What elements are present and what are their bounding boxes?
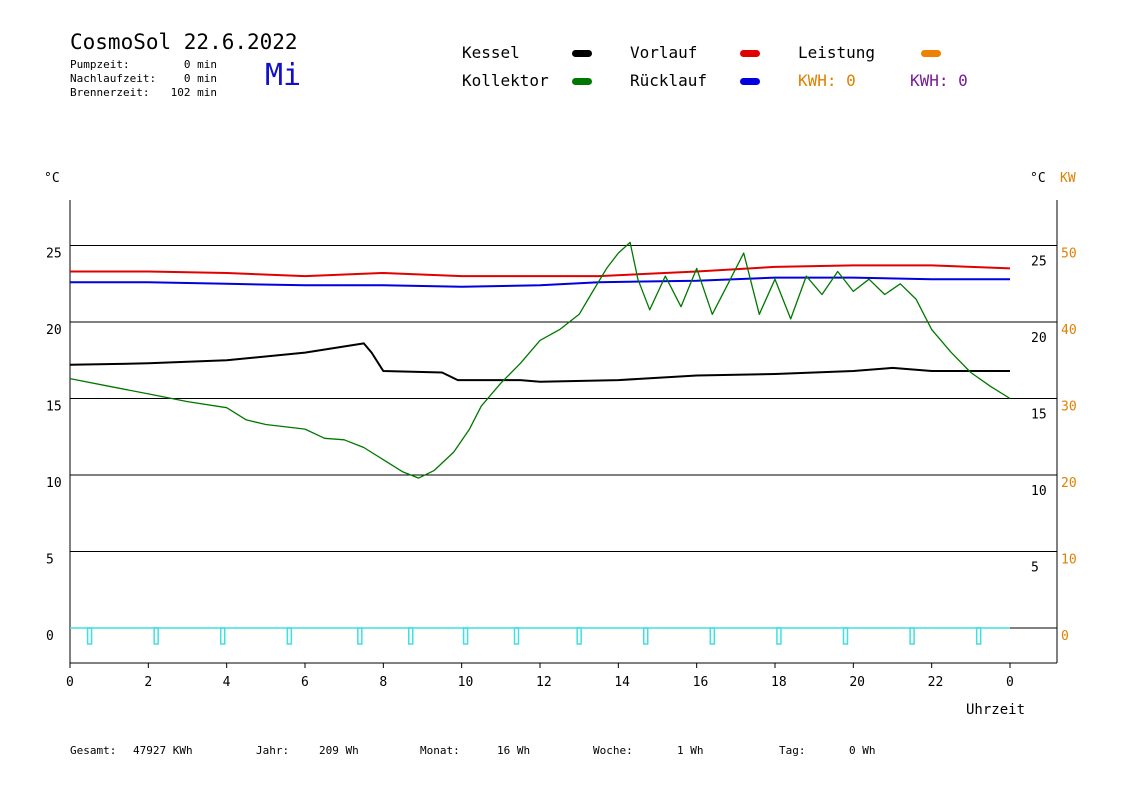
tick-labels: 0 5 10 15 20 25 5 10 15 20 25 0 10 20 30 40 50 0 2 4 6 8 10 12 1… xyxy=(46,247,1077,691)
legend-leistung-label: Leistung xyxy=(798,43,876,62)
y-axis-label-kw: KW xyxy=(1060,171,1076,186)
grid-lines xyxy=(70,245,1057,629)
stat-brennerzeit-value: 102 min xyxy=(170,86,217,99)
legend-kollektor-label: Kollektor xyxy=(462,71,549,90)
y-axis-label-right: °C xyxy=(1030,171,1046,186)
legend-ruecklauf-label: Rücklauf xyxy=(630,71,708,90)
footer-gesamt-label: Gesamt: xyxy=(70,744,117,757)
legend-kollektor-swatch xyxy=(572,78,592,85)
footer-tag-label: Tag: xyxy=(779,744,806,757)
pump-pulse-11 xyxy=(776,627,782,645)
x-tick-label-5: 10 xyxy=(458,675,474,690)
x-tick-label-3: 6 xyxy=(301,675,309,690)
pump-pulse-0 xyxy=(86,627,93,645)
y-tick-left-10: 10 xyxy=(46,476,62,491)
y-tick-kw-40: 40 xyxy=(1061,323,1077,338)
stat-brennerzeit-label: Brennerzeit: xyxy=(70,86,150,99)
x-tick-label-0: 0 xyxy=(66,675,74,690)
y-tick-left-0: 0 xyxy=(46,629,54,644)
legend-ruecklauf-swatch xyxy=(740,78,760,85)
y-tick-right-20: 20 xyxy=(1031,331,1047,346)
y-tick-right-25: 25 xyxy=(1031,255,1047,270)
y-tick-kw-30: 30 xyxy=(1061,400,1077,415)
x-tick-label-1: 2 xyxy=(144,675,152,690)
x-tick-label-12: 0 xyxy=(1006,675,1014,690)
x-tick-label-11: 22 xyxy=(928,675,944,690)
legend-vorlauf-swatch xyxy=(740,50,760,57)
y-tick-right-5: 5 xyxy=(1031,561,1039,576)
x-tick-label-9: 18 xyxy=(771,675,787,690)
legend-kwh-orange: KWH: 0 xyxy=(798,71,856,90)
footer-jahr-value: 209 Wh xyxy=(319,744,359,757)
pump-pulse-7 xyxy=(513,627,520,645)
x-tick-label-7: 14 xyxy=(614,675,630,690)
pump-pulse-9 xyxy=(643,627,649,645)
x-tick-label-10: 20 xyxy=(849,675,865,690)
y-tick-right-10: 10 xyxy=(1031,484,1047,499)
pump-pulses xyxy=(70,627,1010,645)
footer-gesamt-value: 47927 KWh xyxy=(133,744,193,757)
legend-kessel-swatch xyxy=(572,50,592,57)
y-tick-kw-50: 50 xyxy=(1061,247,1077,262)
footer-woche-value: 1 Wh xyxy=(677,744,704,757)
footer-monat-label: Monat: xyxy=(420,744,460,757)
stat-pumpzeit-label: Pumpzeit: xyxy=(70,58,130,71)
x-axis-label: Uhrzeit xyxy=(966,702,1025,718)
footer-jahr-label: Jahr: xyxy=(256,744,290,757)
stat-nachlaufzeit-value: 0 min xyxy=(183,72,217,85)
legend-kessel-label: Kessel xyxy=(462,43,520,62)
series-vorlauf xyxy=(70,264,1011,278)
series-ruecklauf xyxy=(70,276,1010,288)
footer-woche-label: Woche: xyxy=(593,744,633,757)
chart-axes xyxy=(69,200,1058,668)
legend-kwh-purple: KWH: 0 xyxy=(910,71,968,90)
x-tick-label-8: 16 xyxy=(693,675,709,690)
weekday-label: Mi xyxy=(265,58,302,93)
pump-pulse-13 xyxy=(909,627,915,645)
series-kollektor xyxy=(69,241,1011,479)
pump-pulse-6 xyxy=(462,627,469,645)
series-lines xyxy=(69,241,1011,479)
legend-leistung-swatch xyxy=(921,50,941,57)
pump-pulse-2 xyxy=(220,627,226,645)
y-tick-left-25: 25 xyxy=(46,247,62,262)
stat-pumpzeit-value: 0 min xyxy=(183,58,217,71)
pump-pulse-5 xyxy=(408,627,414,645)
y-tick-left-5: 5 xyxy=(46,553,54,568)
chart-title: CosmoSol 22.6.2022 xyxy=(70,30,298,54)
footer-tag-value: 0 Wh xyxy=(849,744,876,757)
x-tick-label-2: 4 xyxy=(223,675,231,690)
y-axis-label-left: °C xyxy=(44,171,60,186)
x-tick-label-6: 12 xyxy=(536,675,552,690)
pump-pulse-10 xyxy=(709,627,716,645)
footer-monat-value: 16 Wh xyxy=(497,744,531,757)
stat-nachlaufzeit-label: Nachlaufzeit: xyxy=(70,72,157,85)
y-tick-kw-10: 10 xyxy=(1061,553,1077,568)
legend-vorlauf-label: Vorlauf xyxy=(630,43,698,62)
pump-pulse-1 xyxy=(153,627,159,645)
pump-pulse-3 xyxy=(286,627,293,645)
series-kessel xyxy=(69,342,1010,383)
pump-pulse-8 xyxy=(576,627,582,645)
pump-pulse-12 xyxy=(842,627,849,645)
y-tick-kw-0: 0 xyxy=(1061,629,1069,644)
pump-pulse-4 xyxy=(357,627,363,645)
y-tick-right-15: 15 xyxy=(1031,408,1047,423)
y-tick-kw-20: 20 xyxy=(1061,476,1077,491)
x-tick-label-4: 8 xyxy=(379,675,387,690)
y-tick-left-15: 15 xyxy=(46,400,62,415)
y-tick-left-20: 20 xyxy=(46,323,62,338)
pump-pulse-14 xyxy=(975,627,982,645)
